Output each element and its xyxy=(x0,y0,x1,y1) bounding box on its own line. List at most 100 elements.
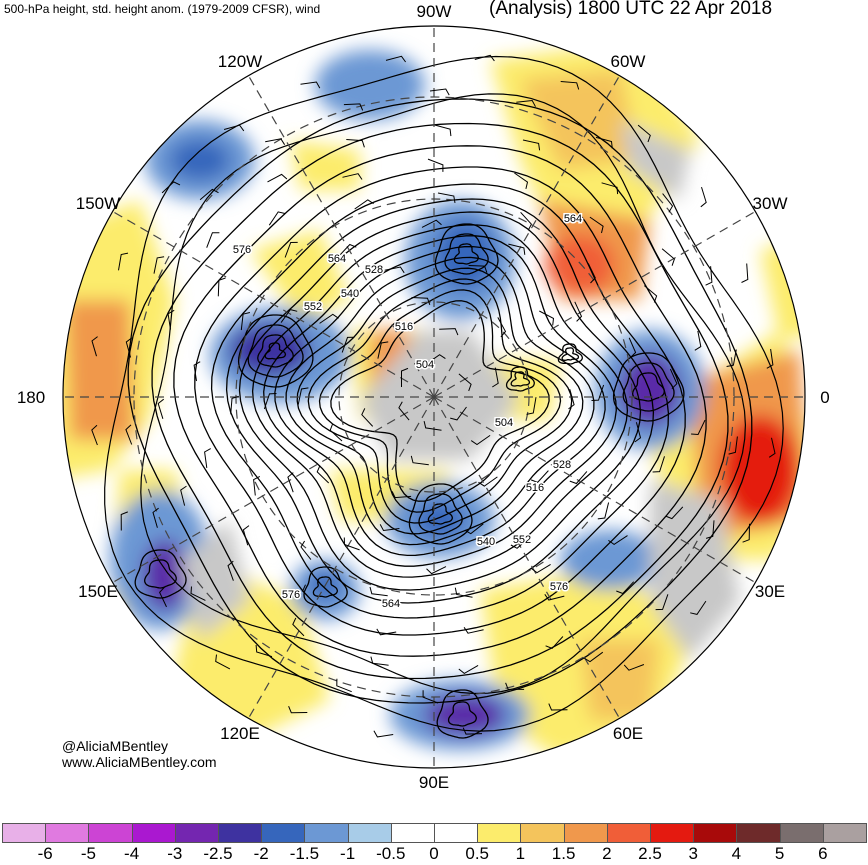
colorbar-tick-label: -3 xyxy=(167,844,183,863)
credit-handle: @AliciaMBentley xyxy=(62,738,169,754)
closed-low-contour xyxy=(453,243,479,265)
wind-barb xyxy=(766,348,774,369)
wind-barb xyxy=(376,628,397,636)
wind-barb xyxy=(253,475,261,496)
closed-low-contour xyxy=(622,362,675,412)
wind-barb xyxy=(373,730,394,738)
wind-barb xyxy=(267,173,288,183)
wind-barb xyxy=(265,138,286,145)
longitude-label: 60E xyxy=(613,724,643,743)
colorbar-swatch xyxy=(131,823,176,843)
longitude-label: 60W xyxy=(611,52,646,71)
wind-barb xyxy=(508,243,526,255)
wind-barb xyxy=(204,448,211,468)
wind-barb xyxy=(616,581,635,595)
wind-barb xyxy=(217,277,226,297)
colorbar-tick-label: 1 xyxy=(515,844,526,863)
wind-barb xyxy=(516,99,536,107)
longitude-label: 30W xyxy=(753,194,788,213)
wind-barb xyxy=(190,586,206,601)
wind-barb xyxy=(560,81,580,90)
wind-barb xyxy=(157,398,165,419)
wind-barb xyxy=(470,434,491,446)
closed-low-contour xyxy=(447,701,477,727)
height-contour xyxy=(307,278,573,524)
wind-barb xyxy=(694,330,702,351)
colorbar-tick-label: -1.5 xyxy=(289,844,320,863)
wind-barb xyxy=(152,507,159,528)
wind-barb xyxy=(193,361,201,382)
colorbar-tick-label: 2 xyxy=(602,844,612,863)
closed-low-contour xyxy=(257,334,294,368)
closed-low-contour xyxy=(237,314,314,388)
height-contour xyxy=(296,267,584,535)
wind-barb xyxy=(354,199,374,210)
contour-label: 564 xyxy=(328,253,346,265)
height-contour xyxy=(263,235,617,567)
height-contour xyxy=(210,183,670,619)
wind-barb xyxy=(454,587,473,598)
colorbar-swatch xyxy=(45,823,90,843)
wind-barb xyxy=(429,88,450,96)
wind-barb xyxy=(520,211,533,231)
wind-barb xyxy=(125,424,133,445)
wind-barb xyxy=(742,523,750,543)
longitude-label: 150W xyxy=(76,194,120,213)
wind-barb xyxy=(391,491,412,499)
colorbar-tick-label: 3 xyxy=(688,844,698,863)
colorbar-swatch xyxy=(347,823,392,843)
longitude-label: 120W xyxy=(218,52,262,71)
meridian-line-2 xyxy=(433,210,756,398)
wind-barb xyxy=(474,54,495,62)
wind-barb xyxy=(263,393,277,410)
colorbar-swatch xyxy=(390,823,435,843)
contour-label: 552 xyxy=(304,301,322,313)
wind-barb xyxy=(268,211,286,226)
longitude-label: 30E xyxy=(755,582,785,601)
wind-barb xyxy=(726,349,737,367)
wind-barb xyxy=(421,219,442,228)
colorbar-tick-label: -2.5 xyxy=(203,844,233,863)
wind-barb xyxy=(215,654,231,670)
closed-low-contour xyxy=(444,233,489,275)
closed-low-contour xyxy=(612,352,685,422)
closed-low-contour xyxy=(303,566,348,608)
wind-barb xyxy=(434,124,452,137)
contour-labels: 576 564 552 540 528 516 504 504 516 528 540 552 564 5… xyxy=(231,212,583,612)
wind-barb xyxy=(569,471,588,485)
closed-low-contour xyxy=(264,342,287,360)
colorbar-tick-label: -2 xyxy=(253,844,269,863)
wind-barb xyxy=(379,524,400,532)
height-contour xyxy=(238,211,642,591)
wind-barb xyxy=(223,124,245,132)
height-contour xyxy=(318,289,562,513)
wind-barb xyxy=(597,502,610,520)
colorbar-swatch xyxy=(88,823,133,843)
wind-barb xyxy=(464,523,484,535)
contour-label: 540 xyxy=(477,536,495,548)
wind-barb xyxy=(583,651,604,663)
colorbar-tick-label: 5 xyxy=(774,844,785,863)
wind-barb xyxy=(595,136,613,149)
wind-barb xyxy=(591,384,605,401)
colorbar-swatch xyxy=(218,823,263,843)
wind-barb xyxy=(377,341,389,359)
wind-barb xyxy=(539,310,555,326)
height-contour xyxy=(251,224,629,578)
closed-low-contour xyxy=(632,372,665,402)
wind-barb xyxy=(497,317,507,338)
wind-barb xyxy=(531,563,551,574)
wind-barb xyxy=(398,401,410,421)
wind-barb xyxy=(637,124,651,143)
wind-barb xyxy=(401,367,409,387)
wind-barb xyxy=(287,472,294,493)
longitude-label: 180 xyxy=(17,388,45,407)
wind-barb xyxy=(522,139,541,151)
meridian-line-10 xyxy=(112,210,435,398)
wind-barb xyxy=(623,664,645,671)
wind-barb xyxy=(338,243,357,257)
contour-label: 528 xyxy=(553,459,571,471)
wind-barb xyxy=(705,266,713,286)
colorbar-swatch xyxy=(563,823,608,843)
wind-barb xyxy=(468,265,488,273)
